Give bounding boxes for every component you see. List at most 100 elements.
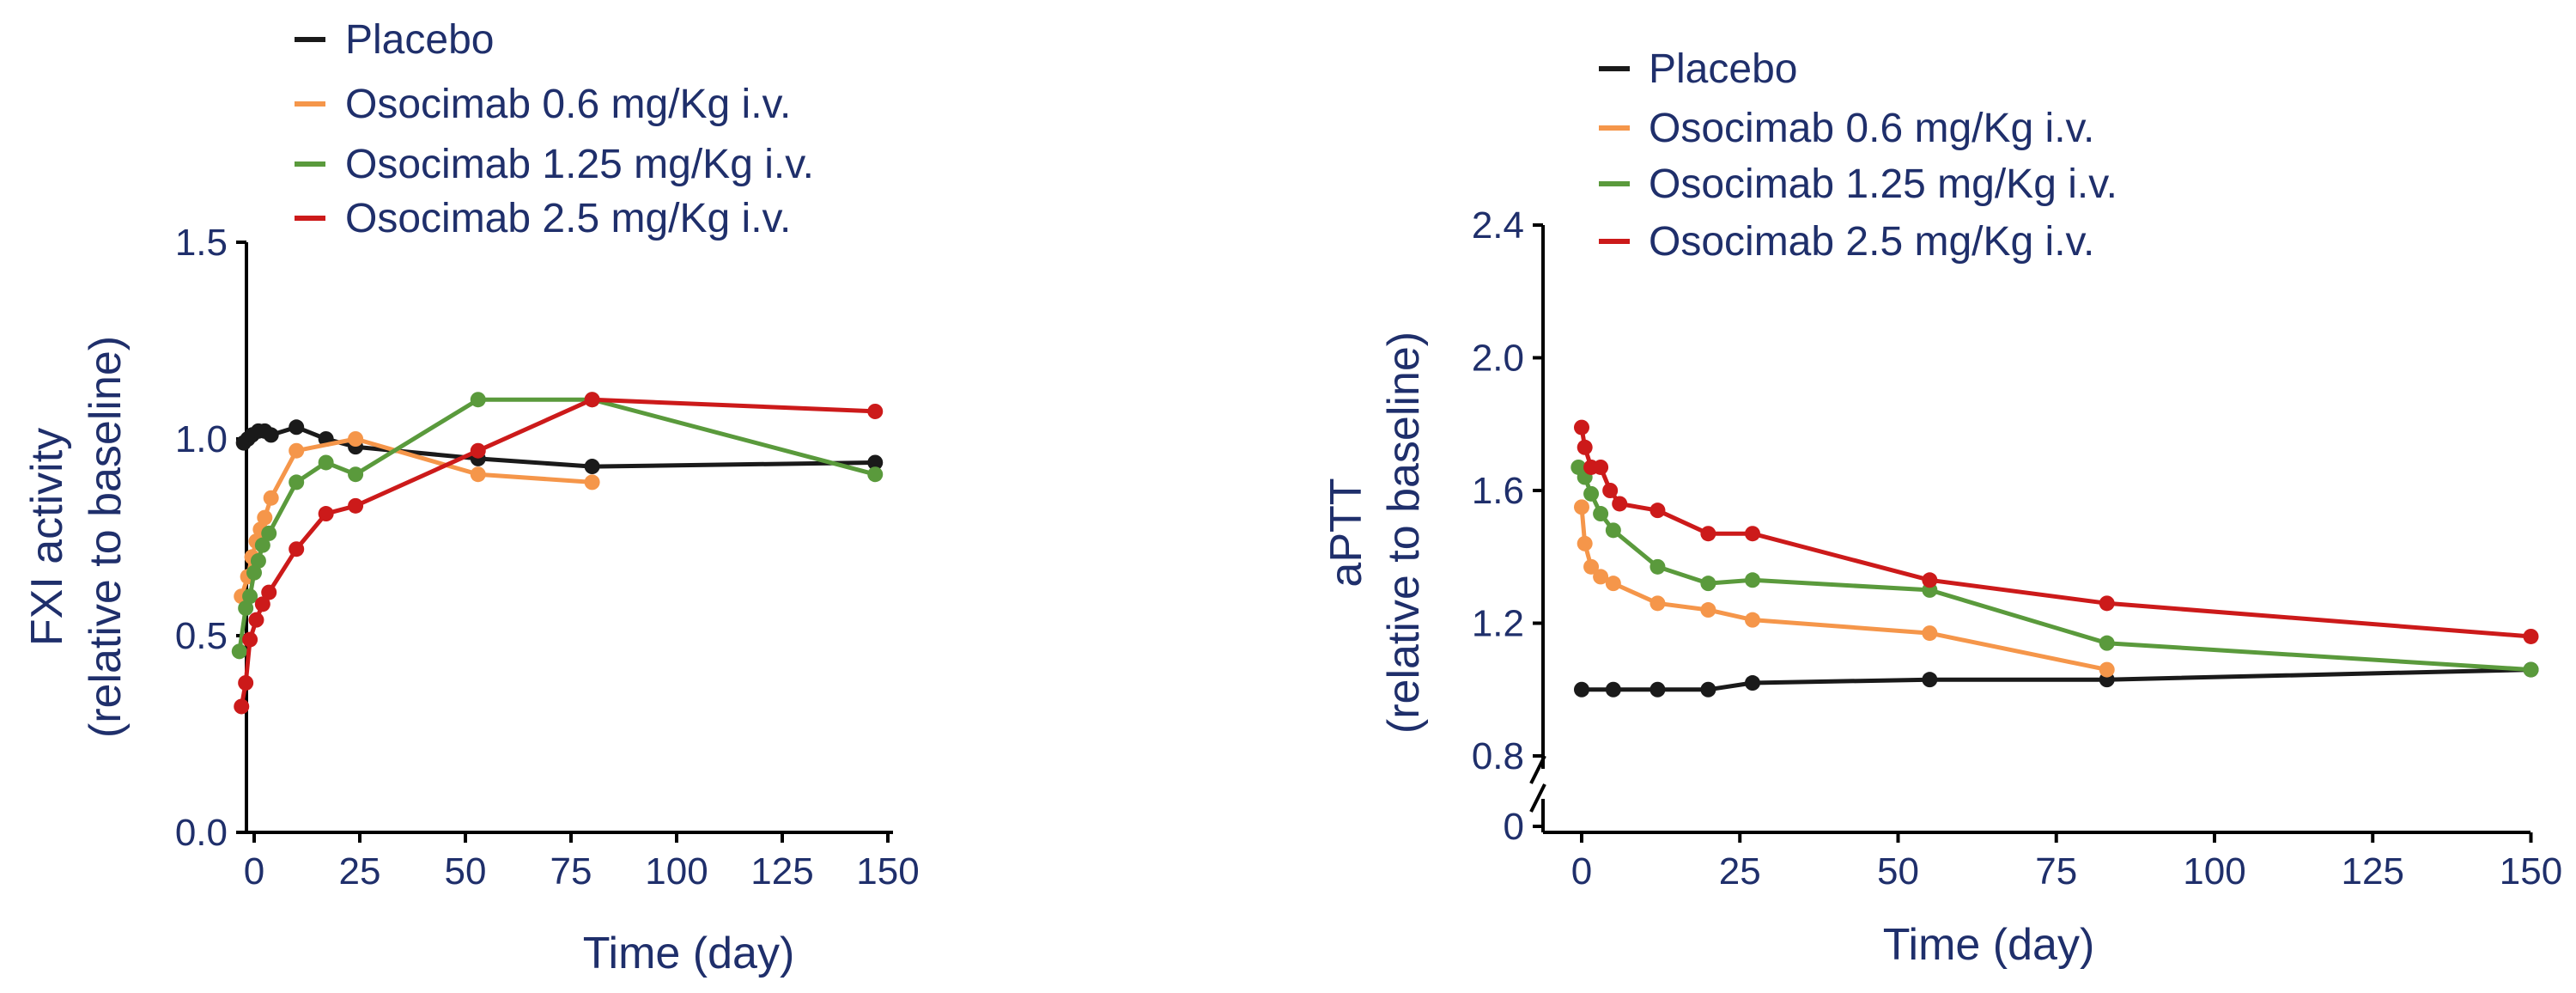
aptt-chart: aPTT (relative to baseline) Time (day) P… (1321, 46, 2562, 970)
aptt-point-dose-0-6 (1577, 535, 1593, 551)
fxi-point-dose-2-5 (348, 497, 364, 514)
aptt-legend-label-1-25: Osocimab 1.25 mg/Kg i.v. (1649, 161, 2117, 207)
fxi-point-dose-1-25 (289, 474, 305, 490)
aptt-x-axis-label: Time (day) (1883, 920, 2095, 970)
fxi-point-dose-1-25 (261, 525, 277, 541)
fxi-y-tick-label: 0.5 (175, 615, 228, 657)
fxi-y-tick-label: 0.0 (175, 812, 228, 854)
aptt-point-dose-0-6 (1574, 499, 1589, 515)
fxi-point-dose-1-25 (348, 466, 364, 483)
aptt-x-tick-label: 50 (1877, 850, 1919, 892)
fxi-point-dose-2-5 (867, 403, 884, 419)
fxi-x-tick-label: 75 (550, 850, 592, 892)
aptt-point-placebo (1700, 681, 1716, 698)
fxi-point-placebo (584, 459, 600, 475)
fxi-x-tick-label: 25 (339, 850, 381, 892)
fxi-point-dose-2-5 (248, 612, 264, 628)
fxi-legend-label-placebo: Placebo (345, 17, 494, 63)
aptt-y-tick-label: 2.4 (1472, 204, 1524, 247)
fxi-legend-label-2-5: Osocimab 2.5 mg/Kg i.v. (345, 196, 791, 241)
aptt-point-dose-1-25 (2523, 661, 2539, 678)
aptt-x-tick-label: 100 (2183, 850, 2245, 892)
fxi-point-dose-0-6 (263, 490, 279, 506)
fxi-point-dose-2-5 (470, 442, 486, 459)
aptt-point-placebo (1922, 672, 1938, 688)
aptt-point-placebo (1744, 675, 1760, 691)
fxi-point-dose-2-5 (289, 541, 305, 557)
fxi-legend-label-0-6: Osocimab 0.6 mg/Kg i.v. (345, 82, 791, 127)
aptt-legend-label-2-5: Osocimab 2.5 mg/Kg i.v. (1649, 219, 2094, 265)
fxi-legend-label-1-25: Osocimab 1.25 mg/Kg i.v. (345, 142, 814, 187)
aptt-point-dose-2-5 (2523, 628, 2539, 644)
fxi-point-dose-2-5 (234, 698, 250, 715)
aptt-point-dose-0-6 (1605, 576, 1621, 592)
aptt-y-tick-label-zero: 0 (1504, 806, 1524, 848)
fxi-point-placebo (867, 454, 884, 471)
aptt-legend: Placebo Osocimab 0.6 mg/Kg i.v. Osocimab… (1599, 46, 2117, 265)
aptt-point-dose-1-25 (1649, 558, 1666, 575)
fxi-point-dose-1-25 (318, 454, 334, 471)
aptt-point-dose-1-25 (2099, 635, 2115, 651)
fxi-x-tick-label: 150 (856, 850, 919, 892)
aptt-y-tick-label: 1.2 (1472, 603, 1524, 645)
aptt-series-line-dose-2-5 (1579, 427, 2531, 639)
fxi-x-tick-label: 0 (244, 850, 264, 892)
fxi-point-dose-1-25 (470, 392, 486, 408)
aptt-point-placebo (1574, 681, 1589, 698)
fxi-point-dose-1-25 (250, 552, 266, 569)
aptt-y-tick-label: 0.8 (1472, 735, 1524, 777)
aptt-point-dose-2-5 (1922, 572, 1938, 588)
aptt-point-dose-0-6 (1583, 558, 1600, 575)
aptt-y-tick-label: 1.6 (1472, 470, 1524, 512)
fxi-x-tick-label: 100 (645, 850, 708, 892)
aptt-point-dose-1-25 (1700, 576, 1716, 592)
aptt-legend-label-0-6: Osocimab 0.6 mg/Kg i.v. (1649, 106, 2094, 151)
fxi-point-dose-1-25 (254, 537, 270, 553)
aptt-series-line-dose-1-25 (1577, 466, 2531, 673)
fxi-point-dose-1-25 (231, 643, 247, 660)
aptt-point-dose-1-25 (1583, 485, 1600, 502)
aptt-point-dose-2-5 (1744, 526, 1760, 542)
fxi-x-tick-label: 50 (445, 850, 487, 892)
aptt-point-dose-0-6 (1700, 602, 1716, 618)
fxi-point-dose-0-6 (257, 509, 273, 526)
aptt-point-placebo (1649, 681, 1666, 698)
fxi-point-dose-0-6 (470, 466, 486, 483)
aptt-x-tick-label: 125 (2342, 850, 2404, 892)
fxi-point-dose-2-5 (261, 584, 277, 600)
aptt-x-tick-label: 25 (1719, 850, 1761, 892)
fxi-legend: Placebo Osocimab 0.6 mg/Kg i.v. Osocimab… (295, 17, 814, 241)
aptt-legend-label-placebo: Placebo (1649, 46, 1797, 92)
fxi-y-tick-label: 1.5 (175, 222, 228, 264)
fxi-x-axis-label: Time (day) (583, 929, 795, 978)
fxi-point-dose-2-5 (584, 392, 600, 408)
aptt-point-dose-1-25 (1593, 506, 1609, 522)
aptt-point-dose-2-5 (1612, 496, 1628, 512)
fxi-series-line-placebo (241, 424, 876, 469)
aptt-point-dose-0-6 (1922, 625, 1938, 642)
aptt-point-dose-1-25 (1744, 572, 1760, 588)
aptt-point-dose-2-5 (1602, 483, 1619, 498)
fxi-point-dose-1-25 (242, 588, 258, 605)
fxi-series-line-dose-2-5 (239, 397, 876, 707)
aptt-x-tick-label: 0 (1571, 850, 1592, 892)
aptt-point-dose-2-5 (1593, 459, 1609, 475)
fxi-y-axis-label-line1: FXI activity (22, 428, 72, 646)
aptt-axis-break-mark-upper (1529, 755, 1546, 784)
fxi-chart: FXI activity (relative to baseline) Time… (22, 17, 920, 978)
aptt-point-dose-0-6 (1744, 612, 1760, 628)
aptt-point-placebo (1605, 681, 1621, 698)
fxi-point-placebo (289, 419, 305, 436)
aptt-series-line-placebo (1582, 667, 2531, 692)
aptt-series-line-dose-0-6 (1579, 507, 2108, 673)
fxi-point-dose-2-5 (254, 596, 270, 612)
aptt-y-tick-label: 2.0 (1472, 338, 1524, 380)
fxi-point-dose-0-6 (584, 474, 600, 490)
fxi-point-dose-1-25 (867, 466, 884, 483)
aptt-point-dose-0-6 (1649, 595, 1666, 612)
aptt-point-dose-2-5 (1649, 503, 1666, 519)
aptt-point-dose-0-6 (1593, 569, 1609, 585)
aptt-y-axis-label-line1: aPTT (1321, 478, 1371, 587)
aptt-x-tick-label: 75 (2035, 850, 2077, 892)
